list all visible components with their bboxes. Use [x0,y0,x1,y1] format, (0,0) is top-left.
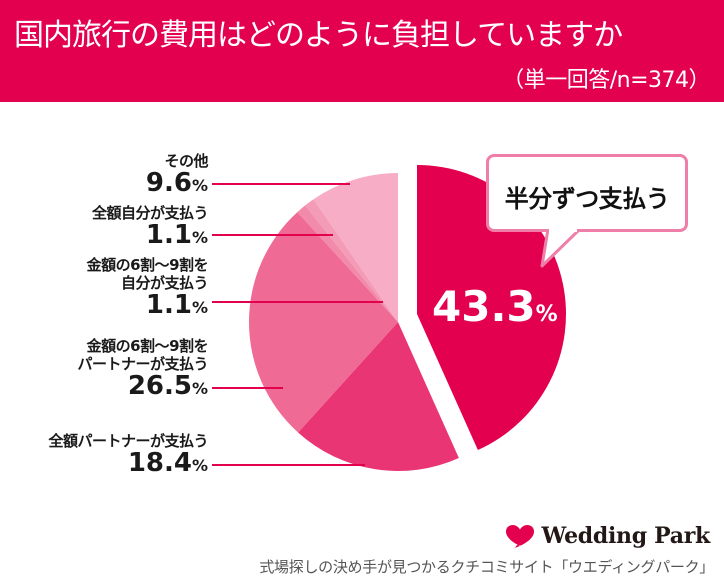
logo-text: Wedding Park [541,523,710,549]
pie-slice [313,173,398,322]
pie-slice [298,322,459,471]
highlight-unit: % [535,302,558,327]
label-other: その他 9.6% [146,152,209,199]
callout-tail [540,227,582,268]
label-60-90-partner: 金額の6割〜9割を パートナーが支払う 26.5% [77,337,208,402]
header-banner: 国内旅行の費用はどのように負担していますか （単一回答/n=374） [0,0,724,102]
label-value: 1.1% [92,222,208,251]
chart-title: 国内旅行の費用はどのように負担していますか [14,18,623,53]
value-unit: % [191,228,208,247]
callout-bubble: 半分ずつ支払う [486,154,688,232]
label-name: 全額パートナーが支払う [48,432,208,450]
highlight-number: 43.3 [432,282,536,331]
label-name-line1: 金額の6割〜9割を [86,256,209,274]
label-value: 18.4% [48,450,208,479]
value-unit: % [191,456,208,475]
value-number: 1.1 [145,220,192,250]
label-value: 26.5% [77,373,208,402]
pie-slice [248,212,398,433]
value-unit: % [191,176,208,195]
highlight-value: 43.3% [432,282,558,331]
label-name: その他 [164,152,208,170]
label-value: 1.1% [87,292,208,321]
value-number: 1.1 [145,290,192,320]
value-number: 9.6 [145,168,192,198]
pie-slice [305,199,398,322]
callout-label: 半分ずつ支払う [504,185,670,213]
value-unit: % [191,298,208,317]
label-value: 9.6% [146,170,208,199]
pie-slice [417,165,566,450]
label-full-self: 全額自分が支払う 1.1% [91,204,209,251]
heart-icon [506,525,535,548]
label-name: 全額自分が支払う [91,204,209,222]
value-number: 26.5 [127,371,192,401]
label-name-line2: パートナーが支払う [77,355,208,373]
footer-tagline: 式場探しの決め手が見つかるクチコミサイト「ウエディングパーク」 [259,558,714,576]
label-full-partner: 全額パートナーが支払う 18.4% [48,432,208,479]
chart-subtitle: （単一回答/n=374） [502,68,710,93]
label-60-90-self: 金額の6割〜9割を 自分が支払う 1.1% [86,256,209,321]
wedding-park-logo: Wedding Park [505,523,710,549]
label-name-line1: 金額の6割〜9割を [86,337,209,355]
label-name-line2: 自分が支払う [120,274,209,292]
value-unit: % [191,379,208,398]
value-number: 18.4 [127,448,192,478]
